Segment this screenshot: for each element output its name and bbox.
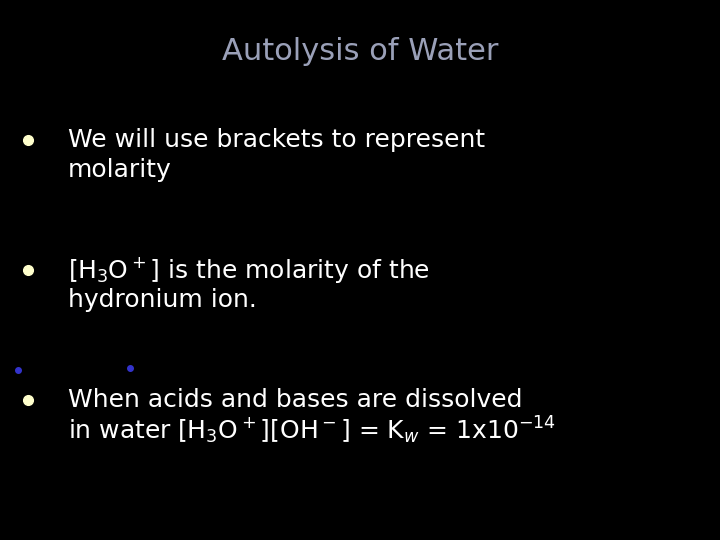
Text: When acids and bases are dissolved: When acids and bases are dissolved [68, 388, 523, 412]
Text: molarity: molarity [68, 158, 172, 182]
Text: Autolysis of Water: Autolysis of Water [222, 37, 498, 66]
Text: in water [H$_3$O$^+$][OH$^-$] = K$_w$ = 1x10$^{-14}$: in water [H$_3$O$^+$][OH$^-$] = K$_w$ = … [68, 414, 556, 446]
Text: [H$_3$O$^+$] is the molarity of the: [H$_3$O$^+$] is the molarity of the [68, 255, 430, 285]
Text: hydronium ion.: hydronium ion. [68, 288, 257, 312]
Text: We will use brackets to represent: We will use brackets to represent [68, 128, 485, 152]
